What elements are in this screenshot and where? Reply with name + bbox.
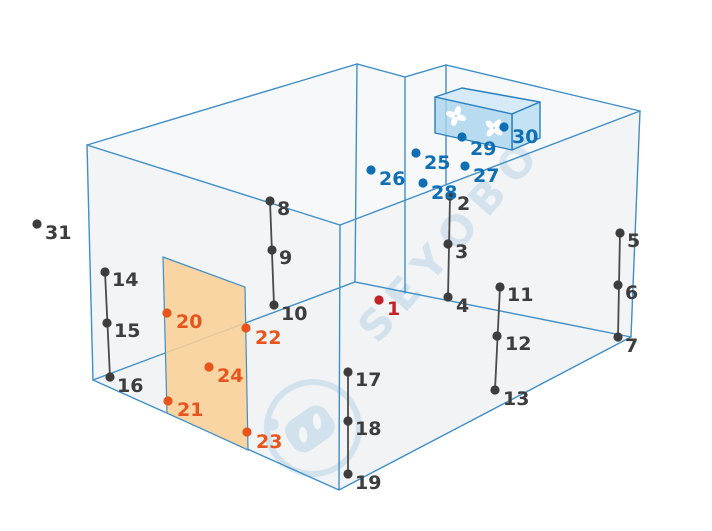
measurement-point-1	[374, 295, 384, 305]
point-label-13: 13	[503, 388, 529, 410]
measurement-point-30	[499, 122, 509, 132]
point-label-15: 15	[114, 320, 140, 342]
point-label-25: 25	[424, 152, 450, 174]
measurement-point-11	[495, 282, 505, 292]
measurement-point-18	[343, 416, 353, 426]
measurement-point-8	[265, 196, 275, 206]
measurement-point-6	[613, 280, 623, 290]
unit-front-face	[434, 96, 513, 151]
measurement-point-19	[343, 469, 353, 479]
point-label-2: 2	[457, 193, 470, 215]
door-panel	[162, 256, 249, 451]
measurement-point-25	[411, 148, 421, 158]
point-label-6: 6	[625, 282, 638, 304]
measurement-point-14	[100, 267, 110, 277]
measurement-point-16	[105, 372, 115, 382]
point-label-21: 21	[177, 399, 203, 421]
point-label-3: 3	[455, 241, 468, 263]
measurement-point-12	[492, 331, 502, 341]
measurement-point-31	[32, 219, 42, 229]
point-label-12: 12	[505, 333, 531, 355]
point-label-28: 28	[431, 182, 457, 204]
point-label-7: 7	[625, 335, 638, 357]
measurement-point-26	[366, 165, 376, 175]
point-label-27: 27	[473, 165, 499, 187]
points-layer	[32, 122, 625, 479]
point-label-29: 29	[470, 138, 496, 160]
measurement-point-15	[102, 318, 112, 328]
point-label-14: 14	[112, 269, 138, 291]
measurement-point-2	[445, 191, 455, 201]
point-label-26: 26	[379, 168, 405, 190]
measurement-point-27	[460, 161, 470, 171]
watermark-logo-eye-left	[299, 426, 308, 443]
point-label-22: 22	[255, 327, 281, 349]
point-label-23: 23	[256, 431, 282, 453]
point-label-17: 17	[355, 369, 381, 391]
measurement-point-17	[343, 367, 353, 377]
measurement-point-28	[418, 178, 428, 188]
measurement-point-20	[162, 308, 172, 318]
point-label-11: 11	[507, 284, 533, 306]
point-label-5: 5	[627, 230, 640, 252]
point-label-24: 24	[217, 365, 243, 387]
point-label-30: 30	[512, 126, 538, 148]
measurement-point-5	[615, 228, 625, 238]
measurement-point-10	[269, 300, 279, 310]
point-label-16: 16	[117, 375, 143, 397]
point-label-1: 1	[387, 298, 400, 320]
watermark-logo-ear	[266, 418, 279, 431]
point-label-8: 8	[277, 198, 290, 220]
measurement-point-23	[242, 427, 252, 437]
measurement-point-9	[267, 245, 277, 255]
point-label-19: 19	[355, 472, 381, 494]
measurement-point-4	[443, 292, 453, 302]
point-label-4: 4	[456, 295, 469, 317]
point-label-10: 10	[281, 303, 307, 325]
measurement-point-13	[490, 385, 500, 395]
point-label-9: 9	[279, 247, 292, 269]
fan-icon-left	[446, 106, 466, 126]
point-label-20: 20	[176, 311, 202, 333]
measurement-point-7	[613, 332, 623, 342]
point-label-18: 18	[355, 418, 381, 440]
measurement-point-24	[204, 362, 214, 372]
watermark-logo-eye-right	[312, 413, 322, 430]
point-label-31: 31	[45, 222, 71, 244]
watermark-logo-head	[285, 405, 335, 453]
measurement-point-29	[457, 132, 467, 142]
measurement-point-3	[443, 239, 453, 249]
fan-coil-unit	[434, 87, 541, 151]
measurement-point-22	[241, 323, 251, 333]
measurement-point-21	[163, 396, 173, 406]
